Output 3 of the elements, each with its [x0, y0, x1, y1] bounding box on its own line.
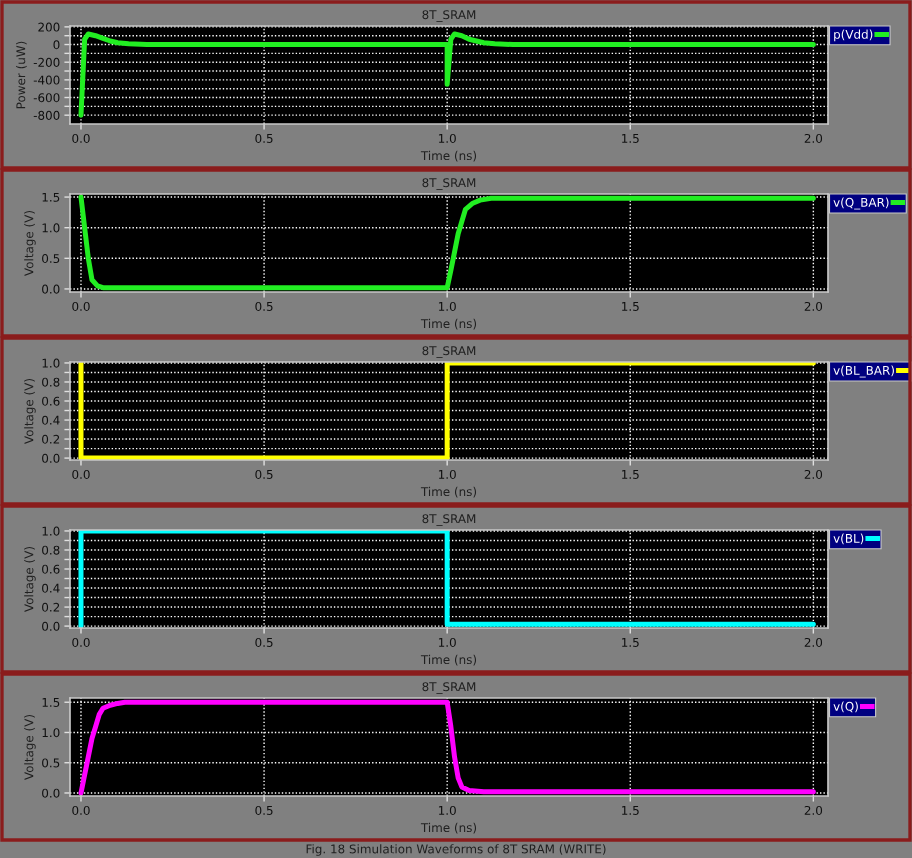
- line-series: [78, 194, 816, 291]
- line-series: [78, 31, 816, 118]
- line-series: [78, 699, 816, 796]
